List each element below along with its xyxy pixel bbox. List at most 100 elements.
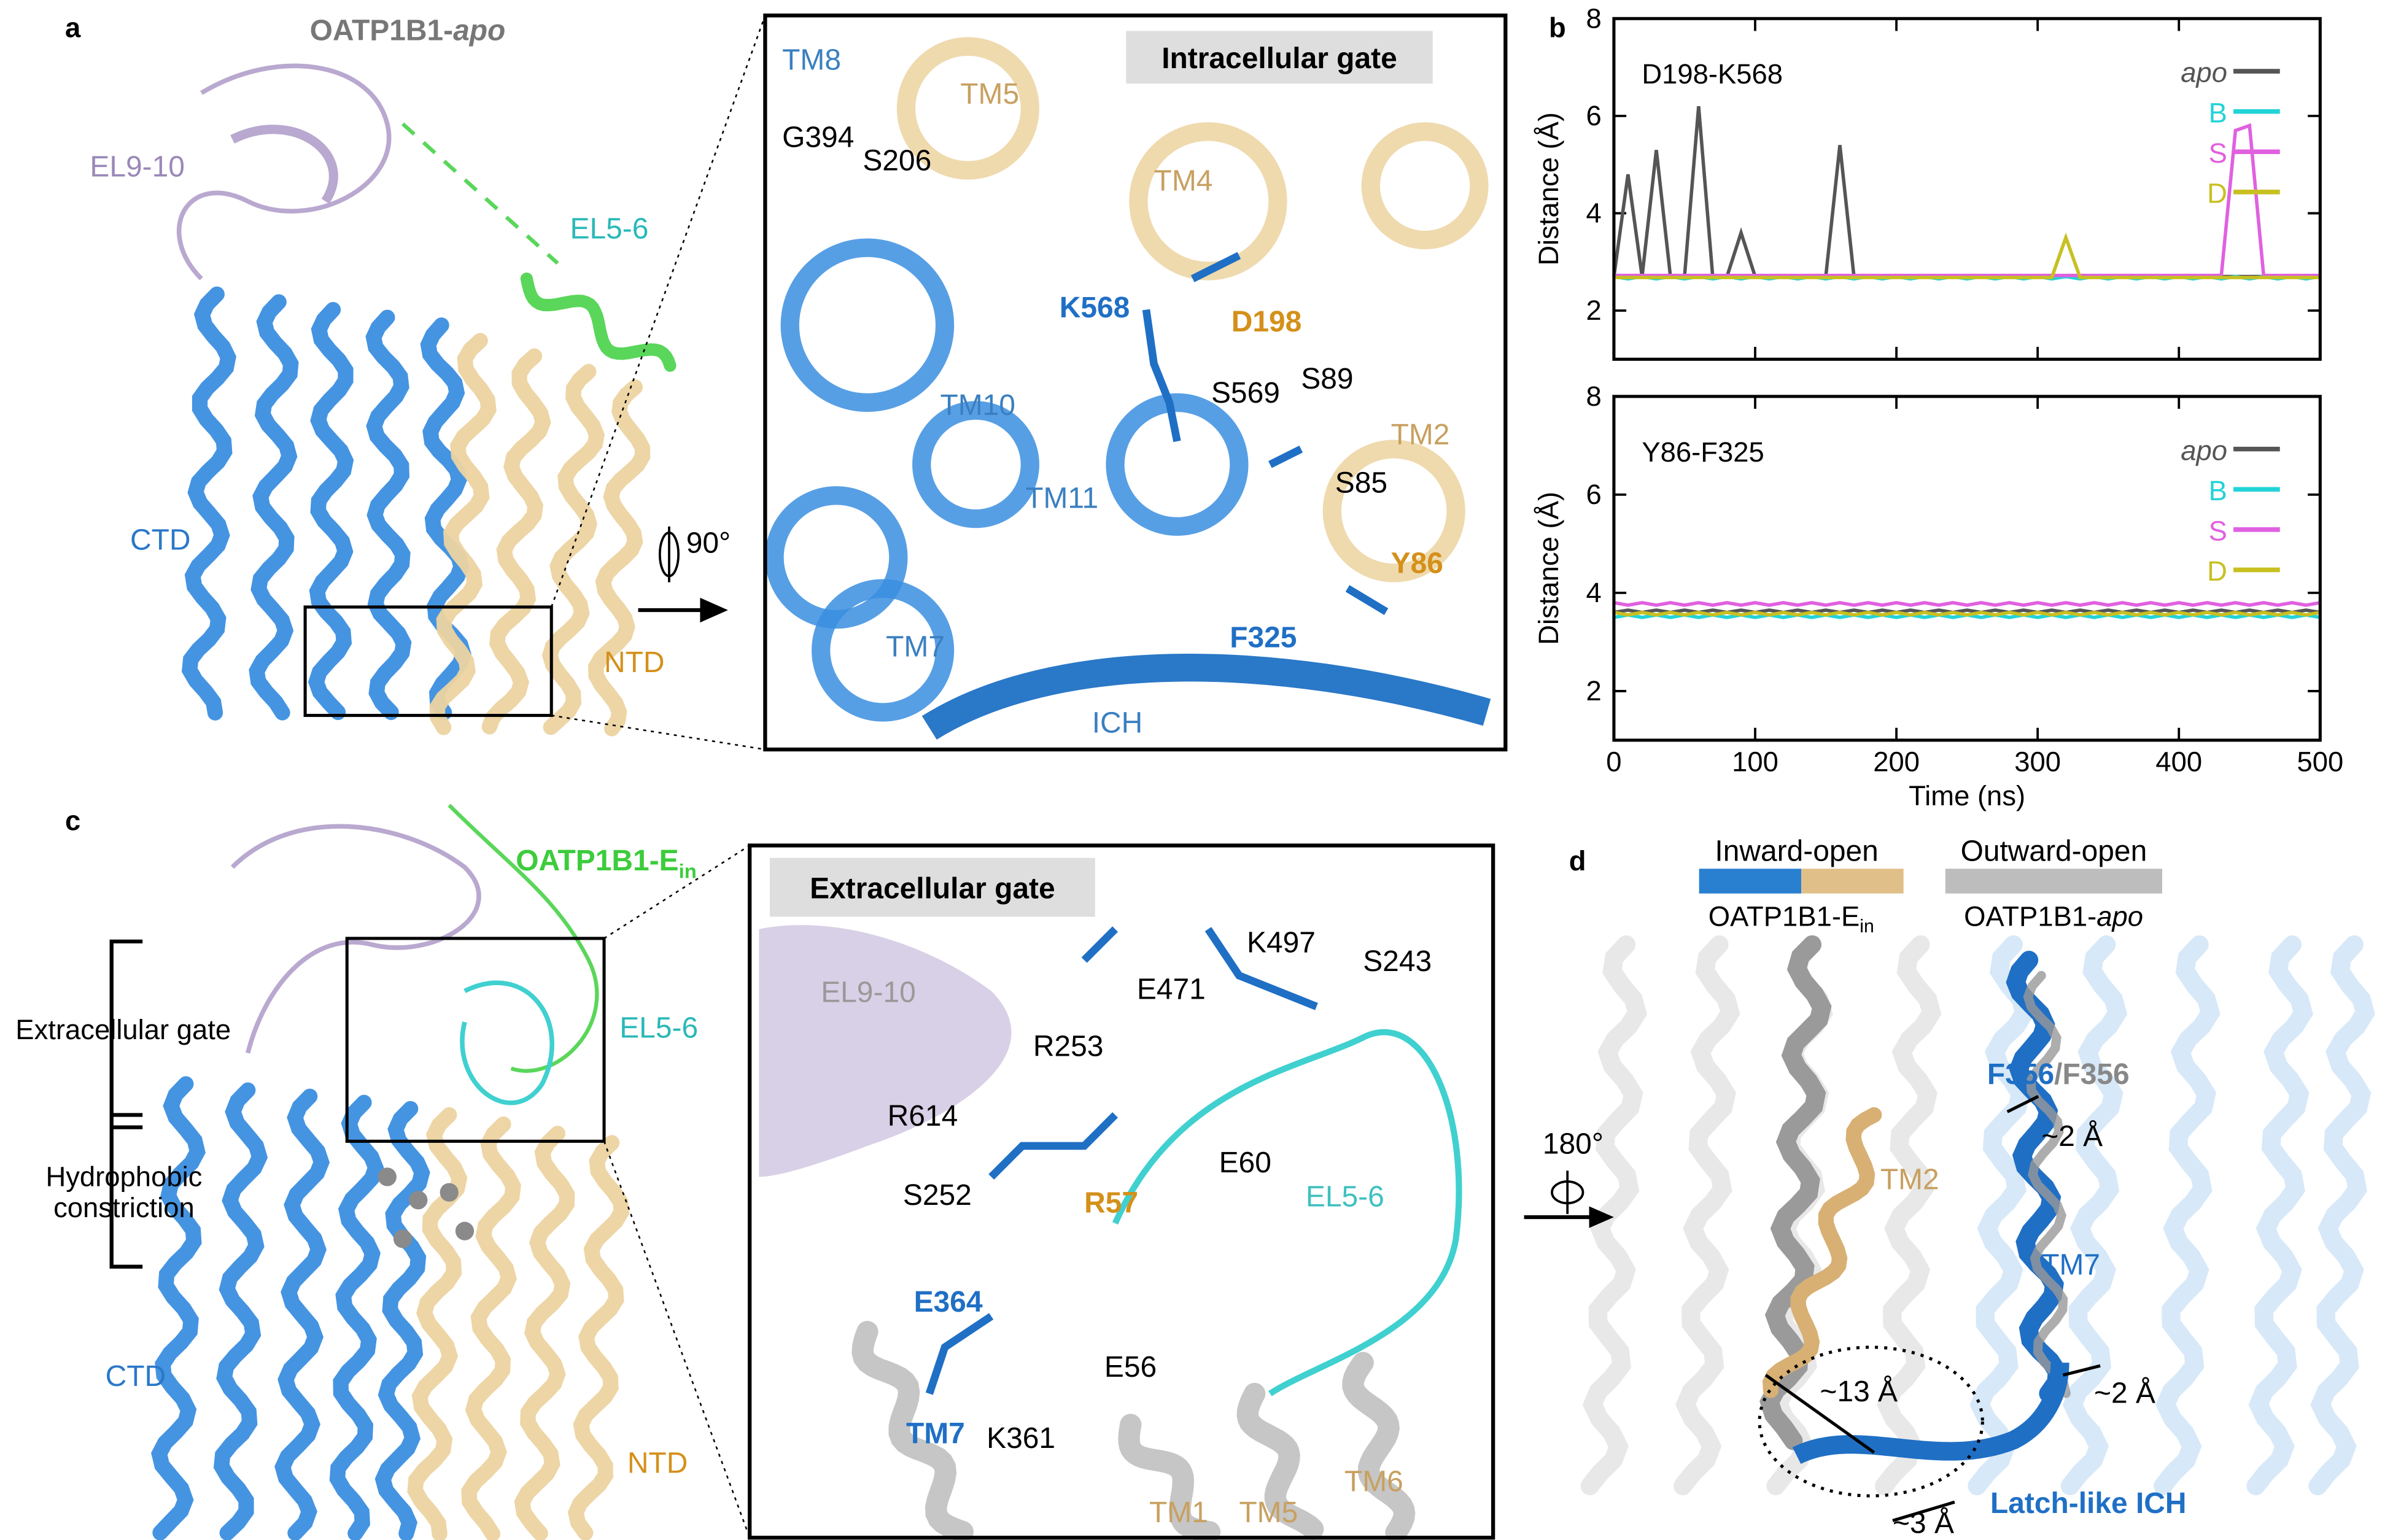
helix: [2060, 935, 2128, 1496]
loop: [230, 125, 338, 204]
legend-text: OATP1B1-: [1964, 901, 2096, 932]
region-label: Extracellular gate: [15, 1014, 231, 1045]
title-italic: apo: [453, 15, 505, 47]
zoom-box: [345, 937, 606, 1143]
legend-label: Inward-open: [1715, 835, 1878, 868]
zoom-frame: [763, 14, 1508, 752]
helix: [1118, 1414, 1221, 1540]
helix: [429, 333, 497, 735]
rotation-label: 90°: [686, 527, 731, 560]
arrow-head: [1589, 1206, 1614, 1228]
residue-label: ~2 Å: [2094, 1377, 2155, 1410]
residue-label: TM7: [2041, 1248, 2100, 1281]
helix: [2308, 935, 2375, 1496]
residue-label: TM11: [1025, 482, 1098, 515]
series-line: [1613, 601, 2321, 607]
residue-label: F356/F356: [1987, 1058, 2130, 1091]
helix: [1342, 1352, 1416, 1540]
residue-label: TM2: [1880, 1164, 1939, 1196]
x-tick-label: 100: [1732, 746, 1778, 777]
helix: [1968, 935, 2034, 1496]
helix: [374, 1101, 430, 1540]
helix: [1236, 1382, 1324, 1540]
residue-label: ~2 Å: [2041, 1120, 2103, 1153]
rotation-label: 180°: [1543, 1128, 1604, 1161]
region-label: constriction: [53, 1192, 195, 1223]
helix: [1674, 935, 1740, 1496]
chart-title: Y86-F325: [1642, 436, 1764, 468]
residue-label: K361: [987, 1422, 1055, 1455]
helix: [308, 301, 354, 721]
distance-arrow: [1892, 1500, 1955, 1522]
structure-art: [151, 37, 2375, 1540]
residue-label: E56: [1104, 1351, 1157, 1383]
legend-label: B: [2209, 475, 2227, 506]
helix: [213, 1082, 268, 1540]
bracket: [109, 939, 143, 1269]
region-label: NTD: [604, 646, 665, 679]
helix: [2023, 970, 2071, 1398]
x-tick-label: 0: [1606, 746, 1621, 777]
plot-frame: [1612, 395, 2322, 742]
legend-label: Outward-open: [1961, 835, 2147, 868]
helix: [588, 379, 651, 737]
legend-label: S: [2209, 515, 2227, 546]
legend-label: OATP1B1-Ein: [1708, 901, 1874, 937]
loop: [176, 63, 392, 281]
y-tick-label: 6: [1586, 100, 1601, 131]
dotted-circle: [1758, 1345, 1984, 1498]
helix-section: [1106, 393, 1249, 536]
residue-label: TM7: [906, 1417, 965, 1450]
distance-arrow: [1764, 1374, 1875, 1454]
residue-label: S89: [1301, 363, 1353, 395]
legend-label: apo: [2181, 57, 2227, 88]
loop: [448, 803, 599, 1073]
helix: [407, 1107, 468, 1540]
connector: [551, 714, 766, 751]
title-sub: in: [679, 859, 697, 882]
loop: [401, 122, 559, 265]
zoom-title: Intracellular gate: [1162, 42, 1397, 75]
residue-label: K497: [1247, 927, 1316, 959]
region-label: EL5-6: [570, 213, 648, 246]
helix: [514, 1126, 575, 1540]
y-tick-label: 8: [1586, 2, 1601, 34]
atom: [440, 1183, 459, 1202]
residue-label: TM5: [1239, 1496, 1298, 1529]
x-axis-label: Time (ns): [1909, 780, 2025, 811]
series-line: [1613, 123, 2321, 277]
helix-section: [812, 579, 955, 722]
y-tick-label: 8: [1586, 381, 1601, 412]
residue-label: D198: [1231, 306, 1302, 338]
region-label: Hydrophobic: [45, 1161, 202, 1193]
color-bar: [1699, 869, 1802, 894]
region-label: EL9-10: [90, 151, 185, 184]
helix: [329, 1094, 384, 1540]
helix-section: [1322, 439, 1465, 582]
helix: [2154, 935, 2220, 1496]
residue-label: TM6: [1344, 1466, 1403, 1498]
legend-label: apo: [2181, 435, 2227, 466]
y-axis-label: Distance (Å): [1533, 492, 1564, 645]
residue-label: ~3 Å: [1893, 1507, 1954, 1540]
legend-sub: in: [1860, 916, 1874, 937]
residue-label: S252: [903, 1179, 972, 1212]
residue-label: R614: [888, 1100, 958, 1132]
residue-label: Y86: [1391, 547, 1443, 579]
series-line: [1613, 610, 2321, 617]
ich: [1792, 1362, 2069, 1465]
y-tick-label: 4: [1586, 577, 1601, 608]
distance-arrow: [2006, 1094, 2039, 1113]
distance-arrow: [2062, 1364, 2101, 1377]
helix: [1762, 1107, 1882, 1398]
loop: [460, 980, 554, 1105]
helix-section: [1361, 122, 1489, 250]
ich: [921, 654, 1491, 740]
title-box: [769, 857, 1095, 917]
residue-label: E471: [1137, 973, 1206, 1005]
title-text: OATP1B1-: [310, 15, 453, 47]
region-label: CTD: [106, 1360, 166, 1393]
sidechain: [1142, 252, 1389, 615]
